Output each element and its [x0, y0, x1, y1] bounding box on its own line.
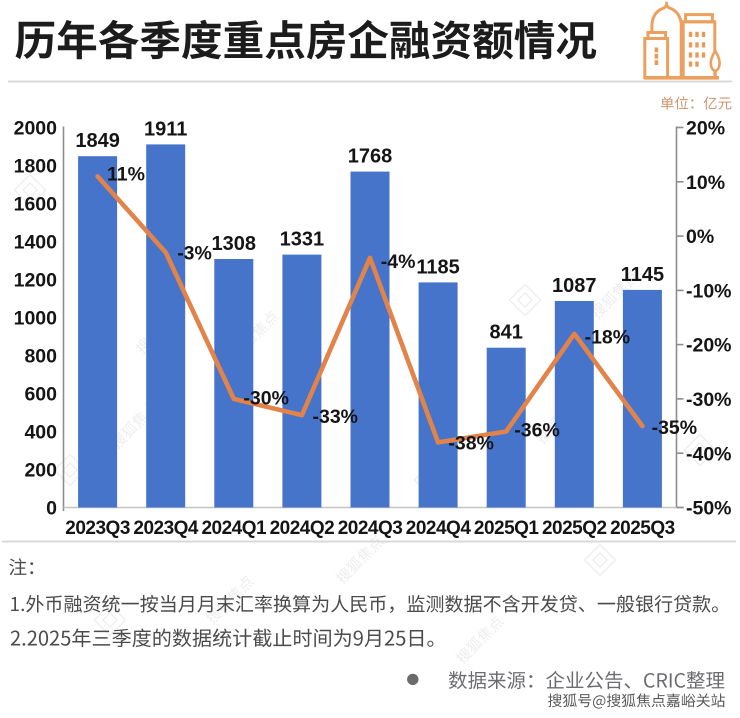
svg-text:10%: 10%: [686, 172, 725, 194]
svg-text:-3%: -3%: [177, 243, 212, 265]
svg-text:2024Q3: 2024Q3: [338, 518, 403, 539]
svg-text:-36%: -36%: [514, 419, 560, 441]
svg-text:11%: 11%: [107, 164, 145, 186]
svg-text:1911: 1911: [144, 118, 187, 140]
svg-text:800: 800: [24, 346, 57, 368]
svg-text:2023Q3: 2023Q3: [65, 518, 130, 539]
svg-text:-30%: -30%: [686, 389, 732, 411]
svg-text:1400: 1400: [14, 232, 58, 254]
svg-text:841: 841: [490, 322, 523, 344]
svg-text:2025Q1: 2025Q1: [474, 518, 540, 539]
svg-text:1185: 1185: [416, 256, 459, 278]
svg-text:-38%: -38%: [448, 433, 494, 455]
svg-text:-33%: -33%: [313, 406, 359, 428]
svg-text:2025Q2: 2025Q2: [542, 518, 607, 539]
svg-text:2024Q4: 2024Q4: [406, 518, 472, 539]
svg-text:1000: 1000: [14, 308, 58, 330]
svg-text:600: 600: [24, 384, 57, 406]
svg-text:-35%: -35%: [652, 417, 698, 439]
svg-text:1087: 1087: [552, 275, 597, 297]
svg-text:1768: 1768: [348, 146, 393, 168]
svg-text:0: 0: [46, 498, 57, 520]
svg-text:1200: 1200: [14, 270, 58, 292]
svg-text:-40%: -40%: [686, 443, 732, 465]
svg-text:2024Q2: 2024Q2: [270, 518, 335, 539]
svg-text:-30%: -30%: [243, 388, 289, 410]
svg-text:1800: 1800: [14, 156, 58, 178]
svg-text:1145: 1145: [621, 264, 664, 286]
svg-text:200: 200: [24, 460, 57, 482]
svg-text:-4%: -4%: [381, 251, 416, 273]
svg-text:400: 400: [24, 422, 57, 444]
svg-text:2000: 2000: [14, 118, 58, 140]
svg-text:1331: 1331: [280, 229, 325, 251]
svg-text:-18%: -18%: [585, 327, 631, 349]
svg-text:0%: 0%: [686, 226, 714, 248]
svg-text:-50%: -50%: [686, 498, 732, 520]
svg-text:1308: 1308: [212, 233, 257, 255]
svg-text:2024Q1: 2024Q1: [201, 518, 267, 539]
svg-text:1600: 1600: [14, 194, 58, 216]
svg-text:-20%: -20%: [686, 335, 732, 357]
svg-text:20%: 20%: [686, 118, 725, 140]
svg-text:2023Q4: 2023Q4: [133, 518, 199, 539]
svg-text:-10%: -10%: [686, 281, 732, 303]
svg-text:2025Q3: 2025Q3: [610, 518, 675, 539]
svg-text:1849: 1849: [75, 130, 120, 152]
